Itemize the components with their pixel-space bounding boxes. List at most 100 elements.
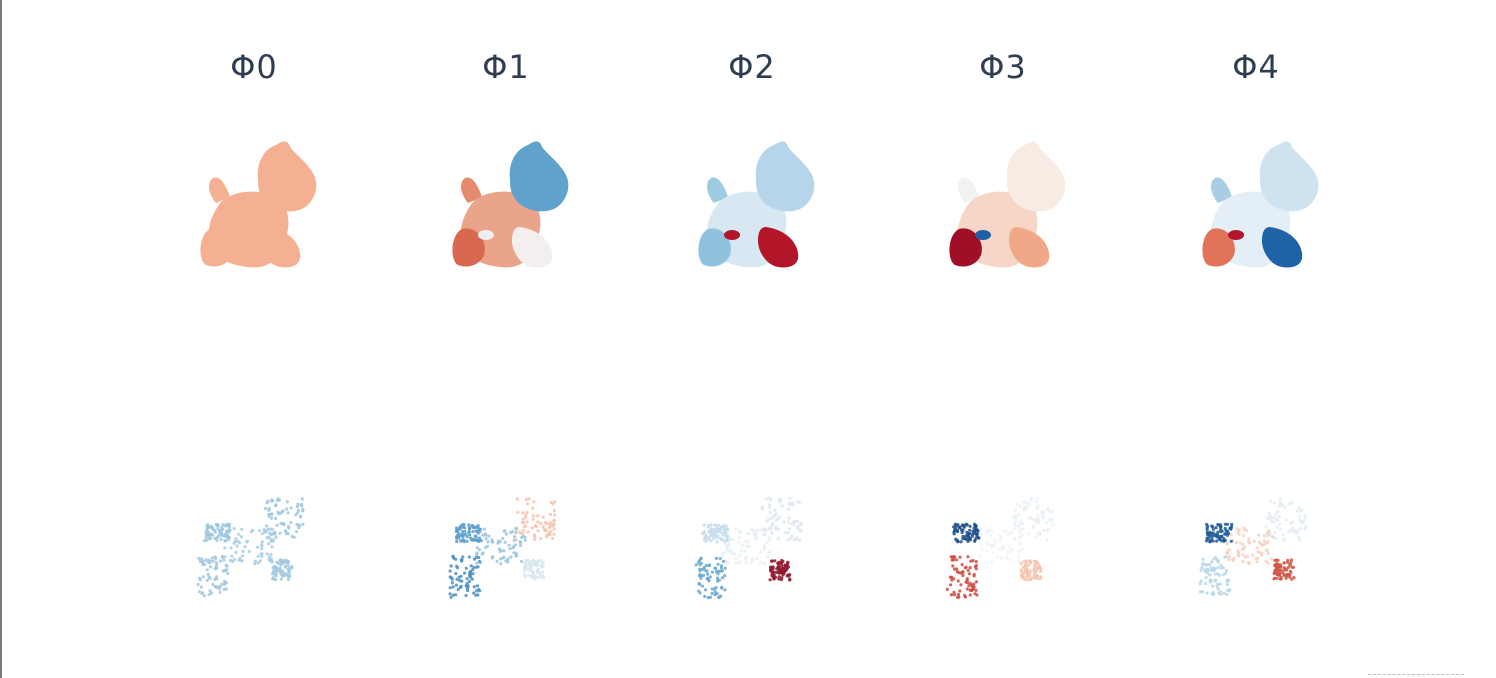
cloud-point — [526, 573, 530, 577]
cloud-point — [276, 561, 280, 566]
cloud-point — [1246, 554, 1250, 558]
cloud-point — [953, 528, 957, 532]
paw-part — [1228, 230, 1244, 240]
cloud-point — [450, 577, 454, 581]
cloud-point — [986, 541, 990, 546]
cloud-point — [1035, 507, 1039, 511]
tail-part — [1211, 177, 1232, 203]
cloud-point — [213, 577, 217, 581]
cloud-point — [218, 590, 222, 594]
cloud-point — [777, 500, 781, 504]
cloud-point — [1025, 575, 1029, 579]
cloud-point — [1288, 563, 1292, 567]
cloud-point — [1254, 557, 1258, 561]
cloud-point — [1273, 568, 1277, 572]
cloud-point — [963, 595, 968, 599]
cloud-point — [1009, 558, 1013, 562]
cloud-point — [760, 528, 764, 532]
cloud-point — [1229, 539, 1233, 543]
cloud-point — [702, 538, 706, 542]
cloud-point — [271, 577, 275, 581]
cloud-point — [455, 539, 459, 544]
cloud-point — [523, 535, 527, 539]
cloud-point — [202, 539, 207, 543]
cloud-point — [974, 588, 978, 592]
cloud-point — [1025, 578, 1029, 582]
cloud-point — [952, 590, 956, 594]
cloud-point — [974, 560, 978, 564]
cloud-point — [768, 549, 772, 553]
cloud-point — [715, 592, 719, 596]
cloud-point — [1017, 513, 1021, 517]
cloud-point — [224, 532, 228, 536]
cloud-point — [1021, 565, 1026, 569]
cloud-point — [975, 528, 980, 532]
cloud-point — [723, 588, 727, 592]
cloud-point — [271, 539, 275, 543]
cloud-point — [772, 514, 776, 518]
cloud-point — [979, 543, 983, 547]
cloud-point — [734, 527, 738, 531]
cloud-point — [1216, 582, 1220, 586]
cloud-point — [552, 518, 556, 523]
cloud-point — [226, 523, 230, 527]
cloud-point — [1201, 561, 1205, 566]
cloud-point — [750, 557, 754, 561]
cloud-point — [737, 541, 741, 545]
cloud-point — [260, 540, 264, 544]
cloud-point — [1218, 582, 1222, 586]
cloud-point — [1040, 510, 1044, 514]
cloud-point — [200, 591, 205, 595]
kitten-point-cloud — [694, 496, 803, 600]
cloud-point — [1046, 528, 1050, 532]
cloud-point — [513, 535, 517, 539]
cloud-point — [226, 536, 230, 541]
cloud-point — [550, 536, 555, 541]
cloud-point — [1018, 504, 1022, 508]
cloud-point — [1272, 571, 1276, 575]
cloud-point — [263, 506, 268, 511]
cloud-point — [1012, 537, 1016, 541]
cloud-point — [539, 521, 543, 526]
cloud-point — [759, 550, 763, 554]
cloud-point — [1257, 533, 1261, 537]
cloud-point — [267, 542, 271, 546]
cloud-point — [227, 530, 231, 534]
cloud-point — [979, 527, 984, 532]
cloud-point — [504, 532, 508, 536]
cloud-point — [1210, 560, 1214, 564]
cloud-point — [287, 568, 291, 573]
cloud-point — [253, 562, 257, 566]
cloud-point — [785, 574, 789, 578]
cloud-point — [788, 578, 792, 582]
cloud-point — [1016, 555, 1020, 560]
cloud-point — [519, 531, 523, 535]
cloud-point — [537, 559, 541, 563]
cloud-point — [258, 559, 262, 563]
cloud-point — [526, 560, 530, 564]
tail-part — [209, 177, 230, 203]
cloud-point — [971, 532, 975, 536]
cloud-point — [529, 568, 533, 573]
cloud-point — [973, 538, 977, 542]
cloud-point — [743, 549, 747, 553]
cloud-point — [765, 541, 769, 545]
cloud-point — [952, 593, 957, 597]
cloud-point — [456, 587, 460, 592]
cloud-point — [540, 565, 544, 569]
cloud-point — [1045, 520, 1049, 525]
cloud-point — [782, 520, 786, 524]
cloud-point — [1290, 500, 1294, 504]
cloud-point — [213, 567, 217, 571]
cloud-point — [518, 543, 523, 548]
cloud-point — [788, 573, 792, 577]
cloud-point — [540, 574, 544, 578]
paw-part — [226, 230, 242, 240]
cloud-point — [454, 526, 459, 530]
cloud-point — [454, 593, 458, 597]
cloud-point — [1278, 496, 1282, 501]
cloud-point — [1024, 501, 1028, 505]
cloud-point — [780, 504, 784, 508]
cloud-point — [1225, 568, 1229, 572]
cloud-point — [1033, 572, 1037, 576]
